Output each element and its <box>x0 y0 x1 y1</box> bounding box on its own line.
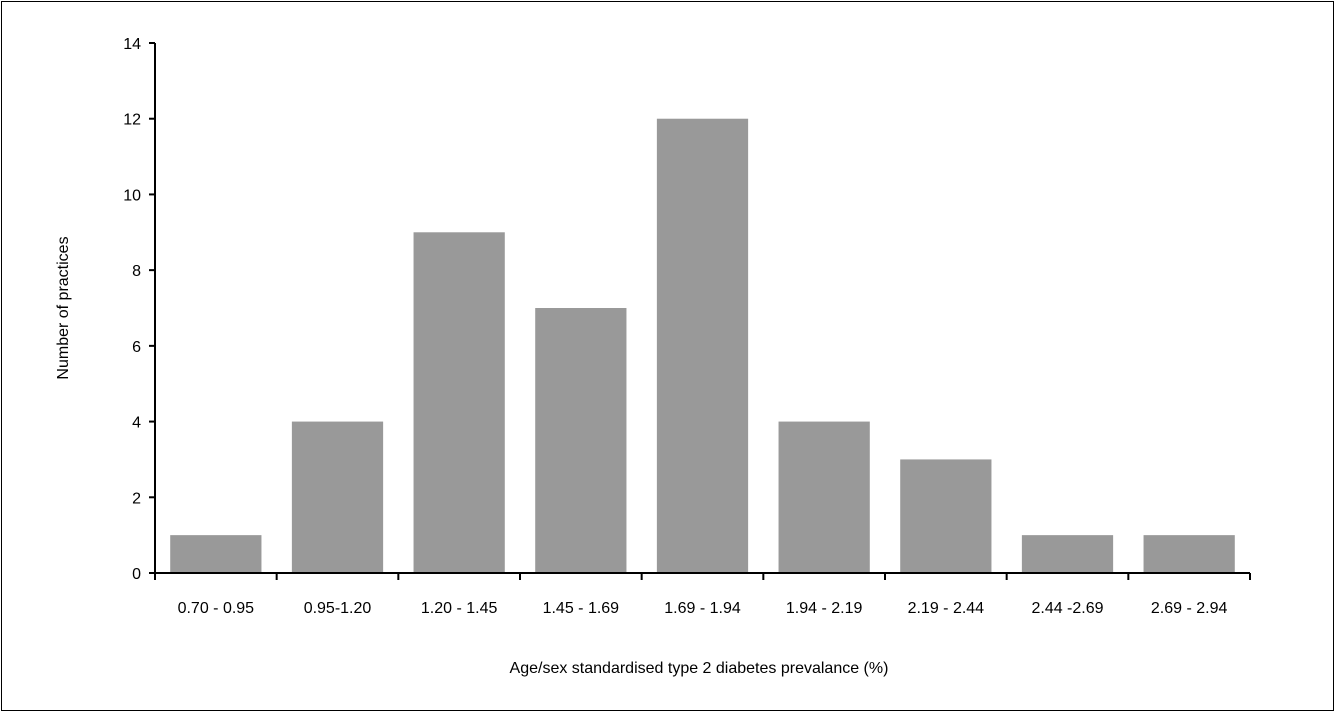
bar <box>900 459 992 573</box>
x-tick-label: 2.69 - 2.94 <box>1151 600 1228 617</box>
y-tick-label: 2 <box>132 490 141 507</box>
y-tick-label: 0 <box>132 566 141 583</box>
bar <box>778 421 870 573</box>
x-axis-title: Age/sex standardised type 2 diabetes pre… <box>510 660 889 677</box>
bar <box>291 421 384 573</box>
x-tick-label: 2.44 -2.69 <box>1031 600 1103 617</box>
x-tick-label: 1.20 - 1.45 <box>421 600 498 617</box>
y-tick-label: 14 <box>123 36 141 53</box>
x-ticks-group: 0.70 - 0.95 0.95-1.20 1.20 - 1.45 1.45 - 1.… <box>154 573 1251 617</box>
bar <box>656 118 749 573</box>
y-tick-label: 6 <box>132 339 141 356</box>
y-tick-label: 8 <box>132 263 141 280</box>
x-tick-label: 1.69 - 1.94 <box>664 600 741 617</box>
x-tick-label: 0.70 - 0.95 <box>178 600 255 617</box>
bar <box>170 535 262 573</box>
axes-group <box>154 43 1250 574</box>
x-tick-label: 2.19 - 2.44 <box>908 600 985 617</box>
y-tick-label: 12 <box>123 112 141 129</box>
bar <box>413 232 505 574</box>
bars-group <box>170 118 1235 574</box>
x-tick-label: 1.94 - 2.19 <box>786 600 863 617</box>
y-tick-label: 10 <box>123 187 141 204</box>
x-tick-label: 0.95-1.20 <box>304 600 372 617</box>
bar <box>1021 535 1114 573</box>
y-ticks-group: 0 2 4 6 8 10 12 14 <box>123 36 155 583</box>
x-tick-label: 1.45 - 1.69 <box>543 600 620 617</box>
y-tick-label: 4 <box>132 415 141 432</box>
bar <box>535 308 627 573</box>
y-axis-title: Number of practices <box>55 236 72 379</box>
bar <box>1143 535 1235 573</box>
